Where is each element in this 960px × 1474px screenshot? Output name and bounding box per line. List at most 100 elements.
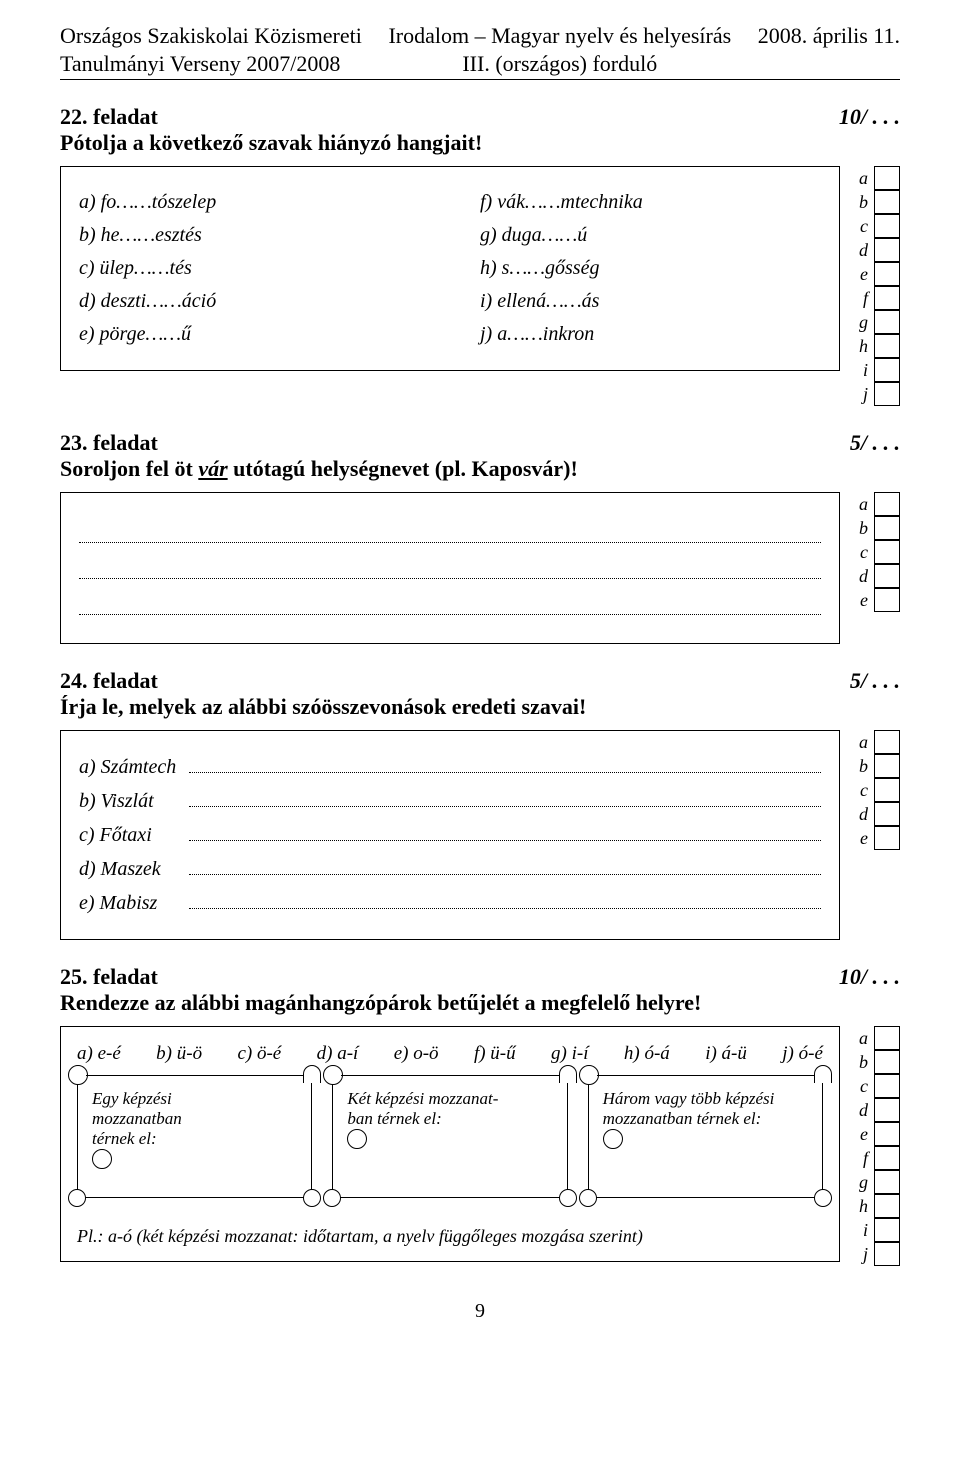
grid-cell: [874, 1194, 900, 1218]
task-22-item-d: d) deszti……áció: [79, 290, 420, 313]
grid-label: b: [852, 754, 872, 778]
grid-label: i: [852, 358, 872, 382]
task-24-row-label: d) Maszek: [79, 858, 179, 881]
grid-cell: [874, 190, 900, 214]
header-left-line1: Országos Szakiskolai Közismereti: [60, 22, 362, 50]
task-25-score-grid: a b c d e f g h i j: [852, 1026, 900, 1266]
task-23-desc-post: utótagú helységnevet (pl. Kaposvár)!: [228, 456, 578, 481]
pair: f) ü-ű: [474, 1043, 516, 1065]
task-22-item-b: b) he……esztés: [79, 224, 420, 247]
scroll-3: Három vagy több képzési mozzanatban térn…: [588, 1075, 823, 1198]
pair: e) o-ö: [394, 1043, 439, 1065]
grid-label: d: [852, 1098, 872, 1122]
grid-label: e: [852, 262, 872, 286]
task-22-col-right: f) vák……mtechnika g) duga……ú h) s……gőssé…: [480, 181, 821, 356]
grid-cell: [874, 730, 900, 754]
answer-line: [189, 857, 821, 875]
header-left-line2: Tanulmányi Verseny 2007/2008: [60, 50, 362, 78]
answer-line: [189, 789, 821, 807]
grid-cell: [874, 262, 900, 286]
task-22-score-grid: a b c d e f g h i j: [852, 166, 900, 406]
task-22-item-f: f) vák……mtechnika: [480, 191, 821, 214]
grid-label: g: [852, 310, 872, 334]
grid-cell: [874, 382, 900, 406]
task-25-score: 10/ . . .: [839, 964, 900, 990]
grid-cell: [874, 1050, 900, 1074]
task-22-item-c: c) ülep……tés: [79, 257, 420, 280]
grid-cell: [874, 1026, 900, 1050]
task-22-item-h: h) s……gősség: [480, 257, 821, 280]
grid-label: j: [852, 1242, 872, 1266]
scroll-1-line2: mozzanatban: [92, 1109, 297, 1129]
grid-cell: [874, 778, 900, 802]
grid-cell: [874, 1146, 900, 1170]
answer-line: [79, 593, 821, 615]
grid-label: h: [852, 334, 872, 358]
pair: d) a-í: [317, 1043, 359, 1065]
grid-cell: [874, 826, 900, 850]
task-22-score: 10/ . . .: [839, 104, 900, 130]
task-22-col-left: a) fo……tószelep b) he……esztés c) ülep……t…: [79, 181, 420, 356]
task-24-score-grid: a b c d e: [852, 730, 900, 850]
task-23-desc: Soroljon fel öt vár utótagú helységnevet…: [60, 456, 900, 482]
answer-line: [79, 557, 821, 579]
grid-label: a: [852, 492, 872, 516]
grid-label: f: [852, 1146, 872, 1170]
pair: j) ó-é: [782, 1043, 823, 1065]
grid-cell: [874, 540, 900, 564]
task-22-item-a: a) fo……tószelep: [79, 191, 420, 214]
grid-cell: [874, 214, 900, 238]
header-left: Országos Szakiskolai Közismereti Tanulmá…: [60, 22, 362, 77]
task-25-pairs: a) e-é b) ü-ö c) ö-é d) a-í e) o-ö f) ü-…: [71, 1037, 829, 1075]
grid-label: f: [852, 286, 872, 310]
task-24-row-label: b) Viszlát: [79, 790, 179, 813]
grid-cell: [874, 1122, 900, 1146]
grid-label: a: [852, 1026, 872, 1050]
task-24-desc: Írja le, melyek az alábbi szóösszevonáso…: [60, 694, 900, 720]
answer-line: [189, 755, 821, 773]
grid-cell: [874, 238, 900, 262]
grid-label: a: [852, 166, 872, 190]
grid-label: h: [852, 1194, 872, 1218]
pair: g) i-í: [551, 1043, 588, 1065]
answer-line: [189, 823, 821, 841]
answer-line: [79, 521, 821, 543]
grid-label: d: [852, 564, 872, 588]
grid-cell: [874, 754, 900, 778]
grid-label: e: [852, 826, 872, 850]
grid-cell: [874, 1170, 900, 1194]
task-25-scrolls: Egy képzési mozzanatban térnek el: Két k…: [71, 1075, 829, 1198]
pair: i) á-ü: [705, 1043, 747, 1065]
scroll-3-line1: Három vagy több képzési: [603, 1089, 808, 1109]
task-22-item-j: j) a……inkron: [480, 323, 821, 346]
scroll-2-line2: ban térnek el:: [347, 1109, 552, 1129]
grid-cell: [874, 1074, 900, 1098]
task-25-example: Pl.: a-ó (két képzési mozzanat: időtarta…: [71, 1198, 829, 1247]
task-24-box: a) Számtech b) Viszlát c) Főtaxi d) Masz…: [60, 730, 840, 940]
task-24-row: b) Viszlát: [79, 789, 821, 813]
grid-label: e: [852, 588, 872, 612]
header-center: Irodalom – Magyar nyelv és helyesírás II…: [388, 22, 731, 77]
task-23-score-grid: a b c d e: [852, 492, 900, 612]
grid-label: g: [852, 1170, 872, 1194]
scroll-2: Két képzési mozzanat- ban térnek el:: [332, 1075, 567, 1198]
pair: c) ö-é: [237, 1043, 281, 1065]
task-22-item-e: e) pörge……ű: [79, 323, 420, 346]
page-number: 9: [60, 1300, 900, 1323]
grid-cell: [874, 564, 900, 588]
grid-label: c: [852, 540, 872, 564]
grid-label: c: [852, 214, 872, 238]
grid-label: i: [852, 1218, 872, 1242]
pair: a) e-é: [77, 1043, 121, 1065]
task-24-row-label: a) Számtech: [79, 756, 179, 779]
scroll-1-line3: térnek el:: [92, 1129, 297, 1149]
task-25-title: 25. feladat: [60, 964, 158, 990]
task-22-item-i: i) ellená……ás: [480, 290, 821, 313]
grid-label: c: [852, 1074, 872, 1098]
header-right-line2: 2008. április 11.: [758, 22, 900, 50]
grid-cell: [874, 588, 900, 612]
grid-cell: [874, 492, 900, 516]
task-24-title: 24. feladat: [60, 668, 158, 694]
grid-cell: [874, 1242, 900, 1266]
grid-cell: [874, 516, 900, 540]
